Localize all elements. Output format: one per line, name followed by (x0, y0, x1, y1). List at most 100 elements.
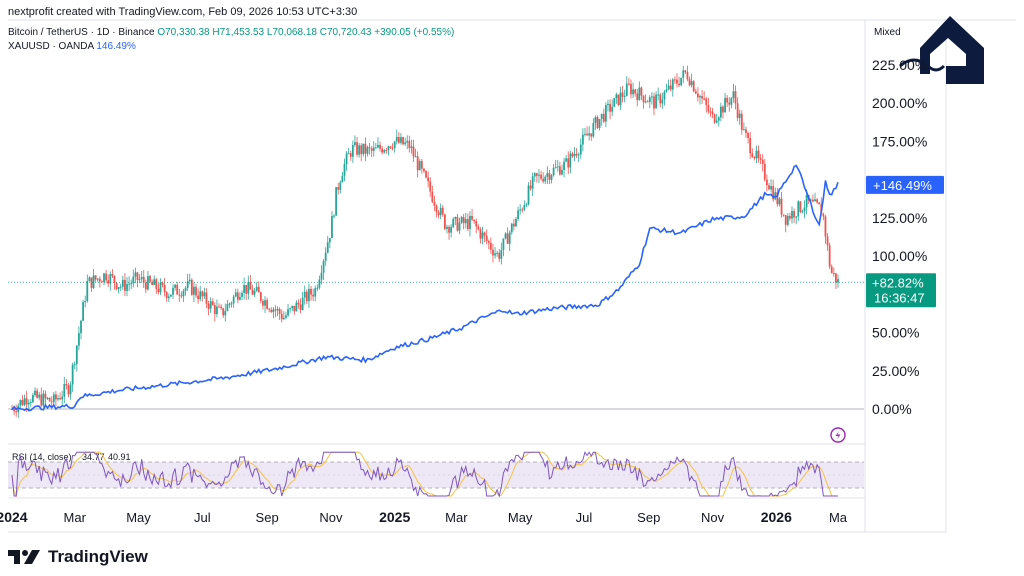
btc-candle-body (138, 279, 141, 281)
btc-candle-body (144, 282, 147, 290)
btc-candle-body (161, 282, 164, 285)
scale-mode-label[interactable]: Mixed (874, 27, 901, 38)
btc-candle-body (751, 153, 754, 158)
btc-candle-body (581, 134, 584, 145)
btc-candle-body (372, 147, 375, 151)
x-tick-label: Jul (194, 510, 211, 525)
btc-candle-body (837, 279, 839, 283)
btc-candle-body (140, 276, 143, 280)
btc-candle-body (414, 156, 417, 158)
btc-candle-body (389, 146, 392, 148)
btc-candle-body (650, 96, 653, 98)
rsi-value-1: 34.77 (82, 452, 105, 462)
btc-candle-body (646, 101, 649, 103)
btc-candle-body (452, 218, 455, 227)
btc-candle-body (548, 173, 551, 180)
btc-candle-body (598, 118, 601, 128)
btc-candle-body (835, 273, 837, 283)
rsi-band-fill (8, 462, 864, 488)
btc-candle-body (728, 102, 731, 105)
btc-candle-body (638, 87, 641, 101)
btc-candle-body (379, 144, 381, 149)
btc-candle-body (115, 283, 118, 289)
btc-candle-body (21, 400, 24, 405)
x-tick-label: 2025 (379, 509, 410, 525)
btc-candle-body (531, 176, 534, 189)
btc-candle-body (188, 279, 191, 282)
btc-candle-body (623, 95, 626, 97)
btc-candle-body (431, 191, 434, 202)
btc-candle-body (479, 229, 482, 239)
btc-candle-body (78, 333, 80, 346)
y-tick-label: 0.00% (872, 401, 912, 417)
btc-candle-body (86, 281, 89, 302)
legend-gold[interactable]: XAUUSD · OANDA 146.49% (8, 41, 136, 52)
x-tick-label: Sep (637, 510, 660, 525)
btc-candle-body (669, 85, 672, 90)
btc-candle-body (519, 209, 522, 211)
btc-candle-body (220, 306, 223, 309)
btc-candle-body (117, 287, 120, 289)
btc-candle-body (84, 301, 87, 303)
btc-candle-body (339, 182, 342, 190)
btc-candle-body (44, 393, 47, 399)
btc-candle-body (653, 96, 655, 109)
flash-icon[interactable] (830, 427, 846, 443)
btc-candle-body (427, 177, 430, 182)
btc-candle-body (291, 305, 294, 309)
legend-btc-change: +390.05 (+0.55%) (374, 27, 455, 38)
btc-candle-body (709, 111, 712, 113)
btc-candle-body (795, 216, 798, 218)
btc-candle-body (694, 91, 697, 94)
btc-candle-body (494, 253, 496, 256)
btc-candle-body (778, 198, 781, 205)
btc-candle-body (128, 283, 131, 285)
btc-candle-body (809, 199, 812, 201)
btc-candle-body (805, 194, 808, 208)
btc-candle-body (94, 275, 97, 280)
brand-bar[interactable]: TradingView (8, 545, 148, 569)
btc-candle-body (163, 284, 166, 293)
btc-candle-body (25, 398, 28, 405)
btc-candle-body (726, 97, 729, 103)
btc-candle-body (433, 201, 436, 206)
btc-candle-body (594, 117, 597, 123)
btc-candle-body (224, 310, 227, 316)
btc-candle-body (667, 85, 670, 90)
btc-candle-body (517, 210, 519, 220)
btc-candle-body (270, 309, 273, 313)
chart-credit: nextprofit created with TradingView.com,… (8, 6, 358, 18)
btc-candle-body (287, 309, 289, 316)
btc-candle-body (32, 395, 34, 403)
btc-candle-body (475, 221, 478, 227)
btc-candle-body (155, 279, 158, 289)
btc-candle-body (251, 289, 254, 295)
legend-btc[interactable]: Bitcoin / TetherUS · 1D · Binance O70,33… (8, 27, 454, 38)
btc-candle-body (558, 166, 561, 175)
btc-candle-body (722, 106, 724, 113)
btc-candle-body (400, 137, 402, 143)
btc-candle-body (634, 89, 637, 94)
btc-candle-body (604, 105, 607, 122)
btc-candle-body (690, 81, 693, 86)
gold-series-line (11, 164, 839, 412)
y-tick-label: 25.00% (872, 363, 919, 379)
btc-candle-body (236, 292, 239, 300)
btc-candle-body (648, 97, 651, 102)
btc-candle-body (326, 242, 329, 253)
tradingview-logo-icon (8, 550, 40, 564)
btc-candle-body (48, 397, 51, 402)
btc-candle-body (602, 113, 605, 122)
btc-candle-body (617, 94, 620, 105)
btc-candle-body (701, 96, 703, 99)
btc-candle-body (34, 390, 36, 396)
btc-candle-body (295, 302, 298, 312)
btc-candle-body (299, 304, 302, 310)
btc-candle-body (349, 153, 352, 157)
btc-candle-body (119, 286, 122, 288)
btc-candle-body (73, 364, 76, 366)
btc-candle-body (199, 291, 202, 300)
btc-candle-body (521, 209, 524, 211)
btc-candle-body (176, 284, 179, 295)
